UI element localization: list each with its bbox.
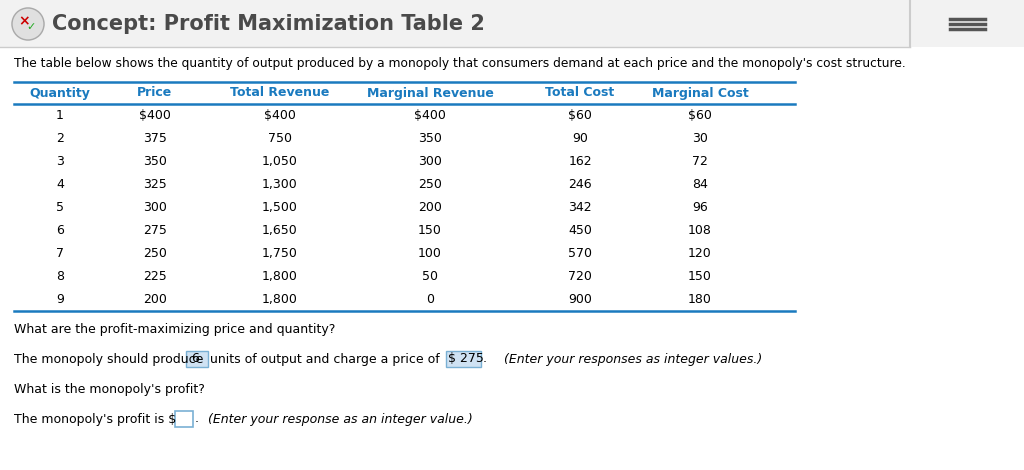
Text: 50: 50 xyxy=(422,270,438,283)
Text: 0: 0 xyxy=(426,293,434,306)
Text: Marginal Cost: Marginal Cost xyxy=(651,86,749,100)
Text: What are the profit-maximizing price and quantity?: What are the profit-maximizing price and… xyxy=(14,322,336,336)
Text: 7: 7 xyxy=(56,247,63,260)
Text: 72: 72 xyxy=(692,155,708,168)
Text: $60: $60 xyxy=(568,109,592,122)
Text: The table below shows the quantity of output produced by a monopoly that consume: The table below shows the quantity of ou… xyxy=(14,57,906,70)
Text: 150: 150 xyxy=(688,270,712,283)
FancyBboxPatch shape xyxy=(446,351,481,367)
Text: 84: 84 xyxy=(692,178,708,191)
Text: 108: 108 xyxy=(688,224,712,237)
Text: Quantity: Quantity xyxy=(30,86,90,100)
Text: 1,750: 1,750 xyxy=(262,247,298,260)
Text: .: . xyxy=(196,413,207,425)
Text: 246: 246 xyxy=(568,178,592,191)
Text: 3: 3 xyxy=(56,155,63,168)
Text: The monopoly should produce: The monopoly should produce xyxy=(14,352,208,366)
Text: 325: 325 xyxy=(143,178,167,191)
Text: $ 275: $ 275 xyxy=(449,352,484,366)
Text: 375: 375 xyxy=(143,132,167,145)
Text: 1,800: 1,800 xyxy=(262,270,298,283)
Text: (Enter your response as an integer value.): (Enter your response as an integer value… xyxy=(208,413,472,425)
Text: 1,800: 1,800 xyxy=(262,293,298,306)
Text: 6: 6 xyxy=(56,224,63,237)
Text: Total Revenue: Total Revenue xyxy=(230,86,330,100)
Text: Marginal Revenue: Marginal Revenue xyxy=(367,86,494,100)
Text: 30: 30 xyxy=(692,132,708,145)
Text: The monopoly's profit is $: The monopoly's profit is $ xyxy=(14,413,176,425)
Text: 1,050: 1,050 xyxy=(262,155,298,168)
Text: (Enter your responses as integer values.): (Enter your responses as integer values.… xyxy=(504,352,762,366)
Text: Concept: Profit Maximization Table 2: Concept: Profit Maximization Table 2 xyxy=(52,14,485,34)
Text: 225: 225 xyxy=(143,270,167,283)
Text: 350: 350 xyxy=(418,132,442,145)
Text: ✓: ✓ xyxy=(27,22,36,32)
Text: 900: 900 xyxy=(568,293,592,306)
Text: What is the monopoly's profit?: What is the monopoly's profit? xyxy=(14,383,205,395)
Text: 720: 720 xyxy=(568,270,592,283)
Bar xyxy=(0,0,1024,47)
Text: 180: 180 xyxy=(688,293,712,306)
Text: 750: 750 xyxy=(268,132,292,145)
Text: 300: 300 xyxy=(143,201,167,214)
Text: ×: × xyxy=(18,14,30,28)
Text: units of output and charge a price of: units of output and charge a price of xyxy=(206,352,444,366)
Text: 1,650: 1,650 xyxy=(262,224,298,237)
FancyBboxPatch shape xyxy=(185,351,208,367)
Text: 1: 1 xyxy=(56,109,63,122)
Text: 96: 96 xyxy=(692,201,708,214)
Text: 200: 200 xyxy=(418,201,442,214)
Text: $60: $60 xyxy=(688,109,712,122)
Text: 1,300: 1,300 xyxy=(262,178,298,191)
Text: 90: 90 xyxy=(572,132,588,145)
Text: 9: 9 xyxy=(56,293,63,306)
Text: Total Cost: Total Cost xyxy=(546,86,614,100)
Text: 450: 450 xyxy=(568,224,592,237)
Text: 150: 150 xyxy=(418,224,442,237)
Text: 120: 120 xyxy=(688,247,712,260)
FancyBboxPatch shape xyxy=(175,411,194,427)
Text: 5: 5 xyxy=(56,201,63,214)
Text: 2: 2 xyxy=(56,132,63,145)
Circle shape xyxy=(12,8,44,40)
Text: $400: $400 xyxy=(414,109,445,122)
Text: 250: 250 xyxy=(418,178,442,191)
Text: 275: 275 xyxy=(143,224,167,237)
Text: 8: 8 xyxy=(56,270,63,283)
Text: .: . xyxy=(479,352,495,366)
Text: 100: 100 xyxy=(418,247,442,260)
Text: 350: 350 xyxy=(143,155,167,168)
Text: 570: 570 xyxy=(568,247,592,260)
Text: Price: Price xyxy=(137,86,173,100)
Text: 300: 300 xyxy=(418,155,442,168)
Text: $400: $400 xyxy=(264,109,296,122)
Text: 162: 162 xyxy=(568,155,592,168)
Text: 6: 6 xyxy=(187,352,204,366)
Text: 342: 342 xyxy=(568,201,592,214)
Text: 1,500: 1,500 xyxy=(262,201,298,214)
Text: 4: 4 xyxy=(56,178,63,191)
Text: 250: 250 xyxy=(143,247,167,260)
Text: 200: 200 xyxy=(143,293,167,306)
Text: $400: $400 xyxy=(139,109,171,122)
